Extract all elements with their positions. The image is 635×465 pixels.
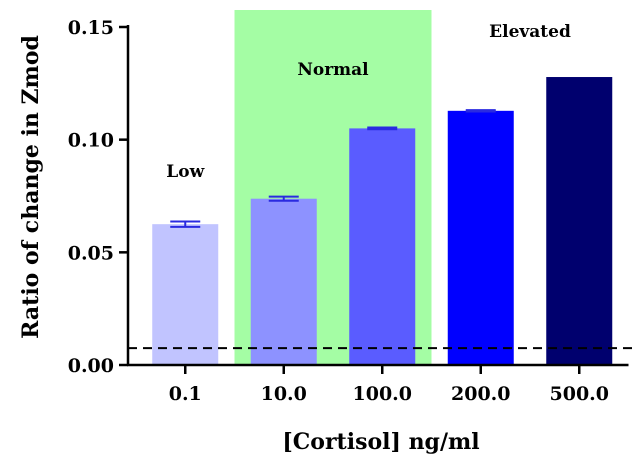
y-tick-label: 0.05 [68,242,114,264]
x-tick-label: 100.0 [353,383,413,405]
x-tick-label: 200.0 [451,383,511,405]
text-layer: Ratio of change in Zmod [Cortisol] ng/ml… [18,17,609,455]
bar-0-1 [152,224,219,365]
error-bar-0-1 [170,220,201,228]
bar-10-0 [250,198,317,365]
zone-label-elevated: Elevated [489,22,571,42]
error-bar-200-0 [465,109,496,113]
bar-100-0 [349,128,416,365]
y-axis-title: Ratio of change in Zmod [18,35,44,339]
bars-layer [152,77,613,366]
x-axis-title: [Cortisol] ng/ml [282,429,479,455]
x-tick-label: 10.0 [261,383,307,405]
x-tick-label: 500.0 [550,383,610,405]
y-tick-label: 0.10 [68,130,114,152]
bar-200-0 [447,110,514,365]
bar-500-0 [546,77,613,366]
x-tick-label: 0.1 [169,383,202,405]
y-tick-label: 0.15 [68,17,114,39]
error-bar-100-0 [367,126,398,131]
error-bars-layer [170,109,496,228]
error-bar-10-0 [268,195,299,202]
zone-label-normal: Normal [297,60,369,80]
zone-label-low: Low [166,162,204,182]
axes-layer [119,25,634,374]
y-tick-label: 0.00 [68,355,114,377]
